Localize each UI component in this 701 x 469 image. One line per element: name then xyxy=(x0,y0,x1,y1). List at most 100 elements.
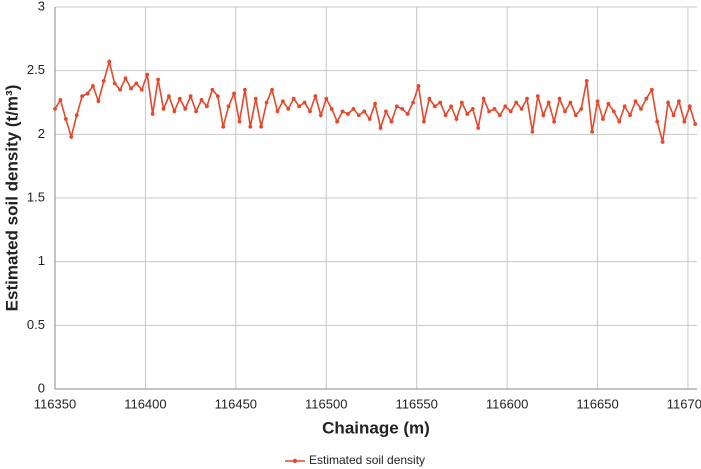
data-point xyxy=(373,101,377,106)
data-point xyxy=(438,100,443,105)
data-point xyxy=(270,87,274,92)
x-tick-label: 116600 xyxy=(486,396,528,411)
y-tick-label: 3 xyxy=(38,0,45,13)
data-point xyxy=(123,76,128,81)
data-point xyxy=(470,106,475,111)
data-point xyxy=(367,117,372,121)
data-point xyxy=(248,124,253,129)
data-point xyxy=(215,94,220,99)
legend-marker xyxy=(292,458,298,464)
data-point xyxy=(259,124,264,129)
data-point xyxy=(503,104,508,109)
data-point xyxy=(91,84,95,88)
data-point xyxy=(356,113,361,118)
data-point xyxy=(535,94,540,99)
data-point xyxy=(666,100,670,105)
data-point xyxy=(573,113,578,118)
y-tick-label: 1 xyxy=(38,253,45,268)
data-point xyxy=(264,100,269,105)
data-point xyxy=(563,109,567,114)
data-point xyxy=(622,104,627,109)
data-point xyxy=(476,126,481,130)
data-point xyxy=(253,96,258,101)
data-point xyxy=(514,100,519,105)
data-point xyxy=(693,122,698,127)
data-point xyxy=(280,99,285,104)
data-point xyxy=(221,124,226,129)
data-point xyxy=(308,109,312,114)
data-point xyxy=(611,109,616,114)
data-point xyxy=(378,126,383,130)
data-point xyxy=(112,81,117,86)
data-point xyxy=(492,106,497,111)
data-point xyxy=(53,106,57,111)
data-point xyxy=(497,113,502,118)
data-point xyxy=(649,87,654,92)
data-point xyxy=(129,86,133,91)
data-point xyxy=(671,113,676,118)
data-point xyxy=(432,104,437,109)
x-axis-title: Chainage (m) xyxy=(322,418,430,437)
y-tick-label: 0.5 xyxy=(27,317,45,332)
data-point xyxy=(384,109,388,114)
y-tick-label: 1.5 xyxy=(27,189,45,204)
data-point xyxy=(590,129,595,134)
data-point xyxy=(85,91,90,96)
data-point xyxy=(682,119,687,124)
data-point xyxy=(579,106,584,111)
data-point xyxy=(291,96,296,101)
data-point xyxy=(443,113,448,118)
data-point xyxy=(389,119,394,124)
data-point xyxy=(183,106,188,111)
data-point xyxy=(584,78,589,83)
data-point xyxy=(118,87,123,92)
data-point xyxy=(74,113,79,118)
data-point xyxy=(601,117,605,121)
x-tick-label: 116650 xyxy=(576,396,618,411)
x-tick-label: 116350 xyxy=(34,396,76,411)
data-point xyxy=(101,78,106,83)
data-point xyxy=(324,96,329,101)
data-point xyxy=(340,109,345,114)
data-point xyxy=(405,112,410,116)
data-point xyxy=(237,119,242,124)
data-point xyxy=(530,129,535,134)
data-point xyxy=(242,87,247,92)
data-point xyxy=(150,112,155,116)
data-point xyxy=(63,117,68,121)
data-point xyxy=(188,94,193,99)
data-point xyxy=(519,106,524,111)
data-point xyxy=(416,84,421,88)
data-point xyxy=(628,113,632,118)
legend-label: Estimated soil density xyxy=(309,453,425,467)
x-tick-label: 116450 xyxy=(215,396,257,411)
data-point xyxy=(655,119,660,124)
data-point xyxy=(460,100,464,105)
data-point xyxy=(335,119,340,124)
data-point xyxy=(58,98,63,102)
data-point xyxy=(297,104,302,109)
data-point xyxy=(205,104,209,109)
data-point xyxy=(481,96,486,101)
data-point xyxy=(172,109,177,114)
data-point xyxy=(411,100,415,105)
data-point xyxy=(145,72,150,77)
y-tick-label: 2 xyxy=(38,126,45,141)
data-point xyxy=(557,96,562,101)
x-tick-label: 116550 xyxy=(395,396,437,411)
data-point xyxy=(313,94,318,99)
data-point xyxy=(487,109,491,114)
data-point xyxy=(568,100,573,105)
y-tick-label: 2.5 xyxy=(27,62,45,77)
data-point xyxy=(302,100,307,105)
data-point xyxy=(275,109,280,114)
data-point xyxy=(346,112,350,116)
data-point xyxy=(210,87,215,92)
data-point xyxy=(167,94,171,99)
data-point xyxy=(69,134,74,139)
data-point xyxy=(107,59,112,64)
data-point xyxy=(156,77,160,82)
data-point xyxy=(161,106,166,111)
